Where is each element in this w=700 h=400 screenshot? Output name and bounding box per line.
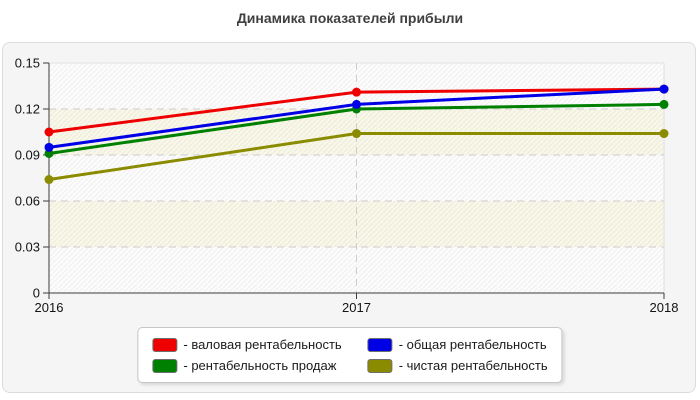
y-tick-label: 0.15: [15, 56, 40, 71]
x-tick-label: 2018: [650, 300, 679, 315]
data-point: [352, 87, 361, 97]
data-point: [659, 84, 669, 94]
legend-swatch: [367, 358, 393, 373]
legend-item: - чистая рентабельность: [367, 358, 548, 373]
legend-swatch: [367, 337, 393, 352]
legend-item: - общая рентабельность: [367, 337, 548, 352]
y-tick-label: 0: [33, 286, 40, 301]
legend-swatch: [152, 358, 178, 373]
legend-label: - чистая рентабельность: [398, 358, 548, 373]
y-tick-label: 0.06: [15, 194, 40, 209]
legend-item: - валовая рентабельность: [152, 337, 342, 352]
chart-panel: 0 0.03 0.06 0.09 0.12 0.15 2016 2017 2018: [2, 42, 696, 393]
data-point: [44, 127, 54, 137]
legend-swatch: [152, 337, 178, 352]
data-point: [44, 142, 54, 152]
data-point: [659, 129, 669, 139]
chart-svg: 0 0.03 0.06 0.09 0.12 0.15 2016 2017 2018: [15, 56, 679, 316]
legend-label: - валовая рентабельность: [183, 337, 342, 352]
data-point: [352, 129, 361, 139]
chart-title: Динамика показателей прибыли: [236, 10, 464, 26]
legend-item: - рентабельность продаж: [152, 358, 341, 373]
x-tick-label: 2016: [35, 300, 64, 315]
data-point: [352, 99, 361, 109]
legend-label: - общая рентабельность: [398, 337, 547, 352]
y-tick-label: 0.09: [15, 148, 40, 163]
x-tick-label: 2017: [342, 300, 371, 315]
chart-legend: - валовая рентабельность - общая рентабел…: [137, 327, 563, 383]
y-tick-label: 0.03: [15, 240, 40, 255]
legend-label: - рентабельность продаж: [183, 358, 337, 373]
data-point: [659, 99, 669, 109]
y-tick-label: 0.12: [15, 102, 40, 117]
data-point: [44, 175, 54, 185]
